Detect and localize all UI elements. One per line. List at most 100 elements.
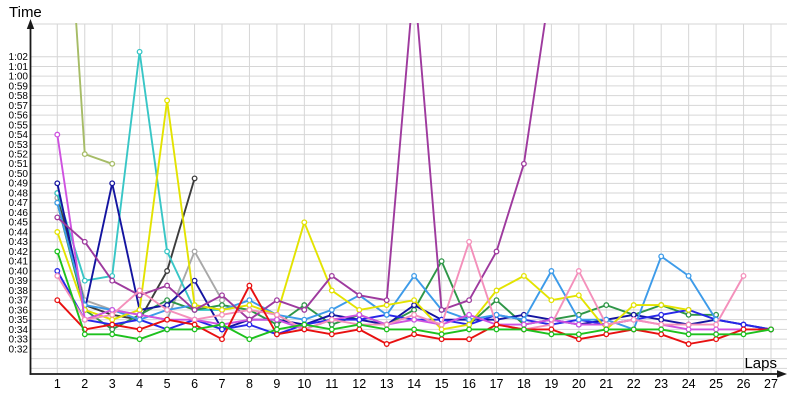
data-point-violet-lap-9 bbox=[273, 316, 280, 323]
data-point-green-lap-17 bbox=[493, 326, 500, 333]
data-point-purple-lap-17 bbox=[493, 248, 500, 255]
data-point-red-lap-8 bbox=[246, 282, 253, 289]
data-point-light-blue-lap-13 bbox=[383, 311, 390, 318]
data-point-red-lap-1 bbox=[54, 297, 61, 304]
data-point-purple-lap-2 bbox=[81, 238, 88, 245]
y-tick-0:38: 0:38 bbox=[9, 286, 29, 297]
data-point-light-blue-lap-20 bbox=[575, 316, 582, 323]
data-point-yellow-lap-17 bbox=[493, 287, 500, 294]
data-point-purple-lap-3 bbox=[109, 277, 116, 284]
data-point-green-lap-10 bbox=[301, 321, 308, 328]
y-tick-0:51: 0:51 bbox=[9, 159, 29, 170]
data-point-green-lap-4 bbox=[136, 336, 143, 343]
data-point-olive-lap-3 bbox=[109, 160, 116, 167]
x-tick-6: 6 bbox=[191, 377, 198, 391]
data-point-green-lap-3 bbox=[109, 331, 116, 338]
series-layer bbox=[54, 23, 774, 347]
data-point-green-lap-27 bbox=[768, 326, 774, 333]
data-point-yellow-lap-4 bbox=[136, 306, 143, 313]
data-point-light-blue-lap-18 bbox=[520, 316, 527, 323]
data-point-pink-lap-7 bbox=[219, 311, 225, 318]
data-point-violet-lap-16 bbox=[466, 311, 473, 318]
x-tick-4: 4 bbox=[136, 377, 143, 391]
data-point-green-lap-6 bbox=[191, 326, 198, 333]
data-point-red-lap-6 bbox=[191, 321, 198, 328]
y-tick-0:49: 0:49 bbox=[9, 179, 29, 190]
data-point-red-lap-4 bbox=[136, 326, 143, 333]
data-point-purple-lap-4 bbox=[136, 292, 143, 299]
data-point-green-lap-13 bbox=[383, 326, 390, 333]
data-point-red-lap-12 bbox=[356, 326, 363, 333]
data-point-blue-lap-26 bbox=[740, 321, 747, 328]
y-tick-1:00: 1:00 bbox=[9, 72, 29, 83]
data-point-dark-green-lap-17 bbox=[493, 297, 500, 304]
x-tick-18: 18 bbox=[517, 377, 531, 391]
x-tick-17: 17 bbox=[490, 377, 504, 391]
data-point-pink-lap-9 bbox=[273, 311, 280, 318]
data-point-green-lap-22 bbox=[630, 326, 637, 333]
x-tick-5: 5 bbox=[164, 377, 171, 391]
y-axis-title: Time bbox=[9, 4, 42, 21]
data-point-red-lap-19 bbox=[548, 326, 555, 333]
y-tick-0:46: 0:46 bbox=[9, 208, 29, 219]
y-tick-0:41: 0:41 bbox=[9, 257, 29, 268]
data-point-violet-lap-25 bbox=[713, 326, 720, 333]
data-point-green-lap-25 bbox=[713, 331, 720, 338]
data-point-purple-lap-1 bbox=[54, 214, 61, 221]
data-point-red-lap-25 bbox=[713, 336, 720, 343]
data-point-red-lap-5 bbox=[164, 316, 171, 323]
y-tick-0:56: 0:56 bbox=[9, 111, 29, 122]
data-point-red-lap-20 bbox=[575, 336, 582, 343]
data-point-yellow-lap-11 bbox=[328, 287, 335, 294]
data-point-purple-lap-10 bbox=[301, 306, 308, 313]
data-point-purple-lap-8 bbox=[246, 316, 253, 323]
data-point-cyan-lap-4 bbox=[136, 48, 143, 55]
data-point-navy-lap-5 bbox=[164, 302, 171, 309]
data-point-pink-lap-11 bbox=[328, 316, 335, 323]
data-point-violet-lap-14 bbox=[411, 316, 418, 323]
data-point-yellow-lap-1 bbox=[54, 229, 61, 235]
data-point-green-lap-12 bbox=[356, 321, 363, 328]
series-yellow bbox=[54, 97, 692, 333]
data-point-pink-lap-25 bbox=[713, 321, 720, 328]
data-point-yellow-lap-15 bbox=[438, 326, 445, 333]
data-point-light-blue-lap-14 bbox=[411, 272, 418, 279]
data-point-purple-lap-13 bbox=[383, 297, 390, 304]
data-point-pink-lap-15 bbox=[438, 321, 445, 328]
data-point-pink-lap-20 bbox=[575, 268, 582, 274]
x-tick-10: 10 bbox=[297, 377, 311, 391]
axes bbox=[26, 19, 787, 378]
y-tick-0:40: 0:40 bbox=[9, 266, 29, 277]
data-point-light-blue-lap-17 bbox=[493, 311, 500, 318]
data-point-yellow-lap-23 bbox=[658, 302, 665, 309]
data-point-purple-lap-11 bbox=[328, 272, 335, 279]
y-tick-0:45: 0:45 bbox=[9, 218, 29, 229]
y-tick-1:02: 1:02 bbox=[9, 52, 29, 63]
y-tick-0:58: 0:58 bbox=[9, 91, 29, 102]
data-point-green-lap-8 bbox=[246, 336, 253, 343]
data-point-purple-lap-18 bbox=[520, 160, 527, 167]
data-point-purple-lap-9 bbox=[273, 297, 280, 304]
series-olive bbox=[75, 23, 116, 167]
y-tick-0:36: 0:36 bbox=[9, 305, 29, 316]
data-point-yellow-lap-6 bbox=[191, 302, 198, 309]
data-point-red-lap-21 bbox=[603, 331, 610, 338]
data-point-pink-lap-3 bbox=[109, 311, 116, 318]
data-point-light-blue-lap-1 bbox=[54, 199, 61, 206]
data-point-pink-lap-24 bbox=[685, 321, 692, 328]
data-point-yellow-lap-3 bbox=[109, 316, 116, 323]
data-point-green-lap-26 bbox=[740, 331, 747, 338]
data-point-dark-green-lap-14 bbox=[411, 306, 418, 313]
data-point-light-blue-lap-23 bbox=[658, 253, 665, 260]
data-point-green-lap-14 bbox=[411, 326, 418, 333]
y-tick-0:44: 0:44 bbox=[9, 227, 29, 238]
y-tick-labels: 0:320:330:340:350:360:370:380:390:400:41… bbox=[9, 52, 29, 355]
data-point-red-lap-16 bbox=[466, 336, 473, 343]
data-point-yellow-lap-13 bbox=[383, 302, 390, 309]
data-point-pink-lap-16 bbox=[466, 238, 473, 245]
data-point-pink-lap-8 bbox=[246, 306, 253, 313]
data-point-pink-lap-4 bbox=[136, 287, 143, 294]
x-tick-13: 13 bbox=[380, 377, 394, 391]
y-tick-0:33: 0:33 bbox=[9, 335, 29, 346]
